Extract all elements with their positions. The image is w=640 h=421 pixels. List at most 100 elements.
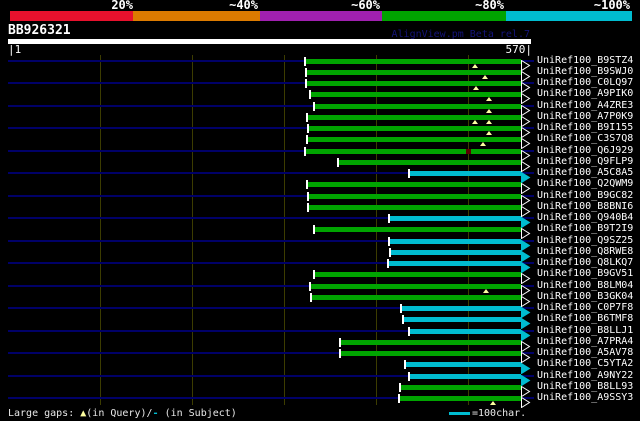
- hit-label[interactable]: UniRef100_Q9SZ25: [537, 235, 634, 246]
- alignment-bar[interactable]: [309, 205, 521, 210]
- alignment-bar[interactable]: [390, 216, 521, 221]
- alignment-bar[interactable]: [390, 239, 521, 244]
- hit-label[interactable]: UniRef100_B8LM04: [537, 280, 634, 291]
- alignment-arrowhead-icon: [521, 179, 531, 195]
- hit-label[interactable]: UniRef100_B9GV51: [537, 268, 634, 279]
- hit-label[interactable]: UniRef100_B9SWJ0: [537, 66, 634, 77]
- alignment-start-tick: [309, 90, 311, 99]
- alignment-start-tick: [399, 383, 401, 392]
- app-credit: AlignView.pm Beta rel.7: [391, 29, 530, 40]
- hit-label[interactable]: UniRef100_A9NY22: [537, 370, 634, 381]
- alignment-arrowhead-icon: [521, 134, 531, 150]
- alignment-bar[interactable]: [306, 149, 521, 154]
- alignment-arrowhead-icon: [521, 247, 531, 263]
- hit-label[interactable]: UniRef100_C0P7F8: [537, 302, 634, 313]
- alignment-start-tick: [388, 237, 390, 246]
- hit-label[interactable]: UniRef100_B8BNI6: [537, 201, 634, 212]
- alignment-bar[interactable]: [389, 261, 521, 266]
- alignment-start-tick: [389, 248, 391, 257]
- alignment-arrowhead-icon: [521, 168, 531, 184]
- hit-label[interactable]: UniRef100_C5YTA2: [537, 358, 634, 369]
- alignment-bar[interactable]: [404, 317, 521, 322]
- alignment-start-tick: [408, 327, 410, 336]
- scale-label-80: ~80%: [475, 0, 504, 12]
- alignment-arrowhead-icon: [521, 213, 531, 229]
- alignment-bar[interactable]: [401, 385, 521, 390]
- alignment-arrowhead-icon: [521, 78, 531, 94]
- alignment-start-tick: [313, 102, 315, 111]
- query-span-line: [8, 285, 534, 287]
- hit-label[interactable]: UniRef100_B9I155: [537, 122, 634, 133]
- hit-label[interactable]: UniRef100_A7P0K9: [537, 111, 634, 122]
- query-gap-triangle-icon: [486, 120, 492, 124]
- alignment-bar[interactable]: [312, 295, 521, 300]
- query-span-line: [8, 195, 534, 197]
- query-span-line: [8, 375, 534, 377]
- alignment-arrowhead-icon: [521, 382, 531, 398]
- hit-label[interactable]: UniRef100_B8LLJ1: [537, 325, 634, 336]
- hit-label[interactable]: UniRef100_Q8LKQ7: [537, 257, 634, 268]
- alignment-bar[interactable]: [308, 115, 521, 120]
- hit-label[interactable]: UniRef100_C3S7Q8: [537, 133, 634, 144]
- alignment-bar[interactable]: [311, 92, 521, 97]
- scale-label-100: ~100%: [593, 0, 630, 12]
- hit-label[interactable]: UniRef100_A5C8A5: [537, 167, 634, 178]
- query-span-line: [8, 217, 534, 219]
- hit-label[interactable]: UniRef100_A9SSY3: [537, 392, 634, 403]
- alignment-bar[interactable]: [410, 374, 521, 379]
- alignment-bar[interactable]: [410, 171, 521, 176]
- hit-label[interactable]: UniRef100_Q9FLP9: [537, 156, 634, 167]
- query-id: BB926321: [8, 23, 71, 38]
- alignment-bar[interactable]: [406, 362, 521, 367]
- alignment-bar[interactable]: [311, 284, 521, 289]
- alignment-bar[interactable]: [307, 70, 521, 75]
- alignment-start-tick: [304, 57, 306, 66]
- gap-legend-suffix: (in Subject): [158, 408, 237, 419]
- alignment-arrowhead-icon: [521, 191, 531, 207]
- hit-label[interactable]: UniRef100_B6TMF8: [537, 313, 634, 324]
- hit-label[interactable]: UniRef100_Q940B4: [537, 212, 634, 223]
- alignment-bar[interactable]: [341, 340, 521, 345]
- alignment-bar[interactable]: [402, 306, 521, 311]
- alignment-bar[interactable]: [315, 227, 521, 232]
- alignment-bar[interactable]: [315, 272, 521, 277]
- alignment-bar[interactable]: [400, 396, 521, 401]
- alignment-start-tick: [307, 203, 309, 212]
- scale-segment-identity-100: [506, 11, 632, 21]
- hit-label[interactable]: UniRef100_C0LQ97: [537, 77, 634, 88]
- hit-label[interactable]: UniRef100_A4ZRE3: [537, 100, 634, 111]
- alignment-bar[interactable]: [308, 137, 521, 142]
- alignment-start-tick: [307, 124, 309, 133]
- hit-label[interactable]: UniRef100_B9GC82: [537, 190, 634, 201]
- query-span-line: [8, 127, 534, 129]
- alignment-bar[interactable]: [308, 182, 521, 187]
- alignment-bar[interactable]: [307, 81, 521, 86]
- hit-label[interactable]: UniRef100_B3GK04: [537, 291, 634, 302]
- hit-label[interactable]: UniRef100_A9PIK0: [537, 88, 634, 99]
- hit-label[interactable]: UniRef100_Q8RWE8: [537, 246, 634, 257]
- hit-label[interactable]: UniRef100_Q2QWM9: [537, 178, 634, 189]
- alignment-bar[interactable]: [391, 250, 521, 255]
- query-gap-triangle-icon: [482, 75, 488, 79]
- alignment-bar[interactable]: [410, 329, 521, 334]
- alignment-bar[interactable]: [341, 351, 521, 356]
- alignment-arrowhead-icon: [521, 157, 531, 173]
- alignment-start-tick: [388, 214, 390, 223]
- alignment-bar[interactable]: [315, 104, 521, 109]
- hit-label[interactable]: UniRef100_Q6J929: [537, 145, 634, 156]
- alignment-bar[interactable]: [309, 126, 521, 131]
- alignment-start-tick: [306, 180, 308, 189]
- hit-label[interactable]: UniRef100_B9T2I9: [537, 223, 634, 234]
- alignment-bar[interactable]: [306, 59, 521, 64]
- hit-label[interactable]: UniRef100_A7PRA4: [537, 336, 634, 347]
- query-gap-triangle-icon: [486, 131, 492, 135]
- alignment-start-tick: [313, 270, 315, 279]
- alignment-bar[interactable]: [339, 160, 521, 165]
- hit-label[interactable]: UniRef100_B9STZ4: [537, 55, 634, 66]
- hit-label[interactable]: UniRef100_B8LL93: [537, 381, 634, 392]
- alignment-arrowhead-icon: [521, 67, 531, 83]
- hit-label[interactable]: UniRef100_A5AV78: [537, 347, 634, 358]
- ruler-start: |1: [8, 43, 22, 56]
- alignment-bar[interactable]: [309, 194, 521, 199]
